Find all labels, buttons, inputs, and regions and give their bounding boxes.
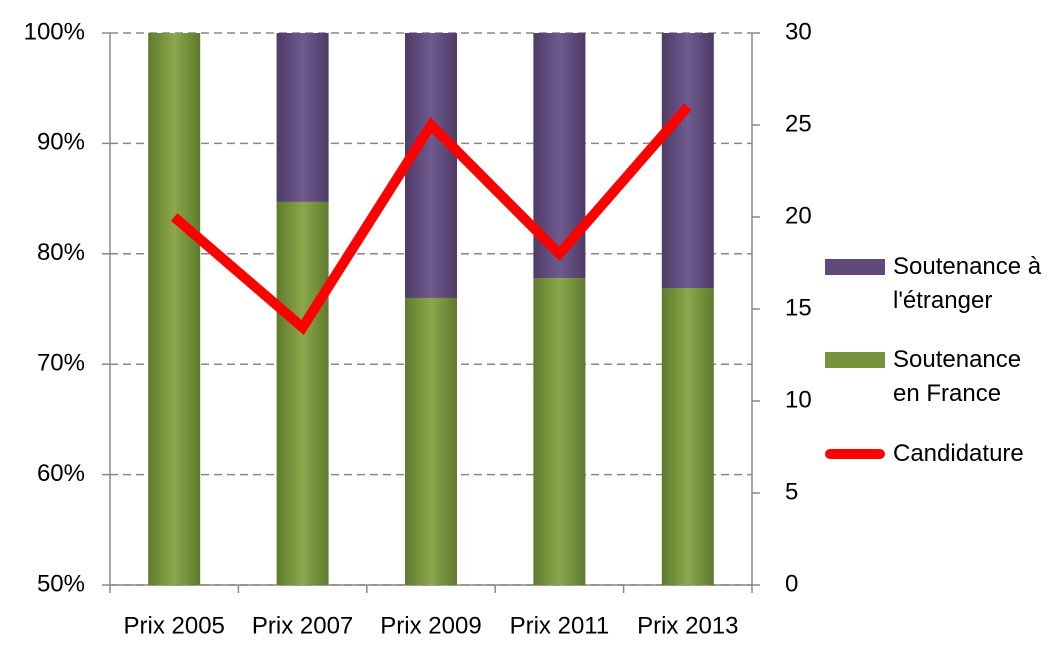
legend-item: Soutenance en France xyxy=(825,343,1052,411)
y-tick-label: 60% xyxy=(37,460,85,487)
bar xyxy=(276,33,329,202)
y2-tick-label: 25 xyxy=(785,110,812,137)
x-tick-label: Prix 2007 xyxy=(252,612,353,639)
y-tick-label: 80% xyxy=(37,239,85,266)
bar xyxy=(276,201,329,586)
legend-item: Soutenance à l'étranger xyxy=(825,250,1052,318)
bar xyxy=(661,33,714,289)
bar xyxy=(533,278,586,585)
bar xyxy=(405,297,457,585)
bar xyxy=(661,288,714,585)
bar xyxy=(405,33,457,298)
legend-label: Soutenance en France xyxy=(893,346,1022,407)
y2-tick-label: 0 xyxy=(785,570,798,597)
legend-swatch xyxy=(825,259,885,275)
y-tick-label: 70% xyxy=(37,350,85,377)
line xyxy=(170,103,692,335)
x-tick-label: Prix 2005 xyxy=(124,612,225,639)
y-tick-label: 50% xyxy=(37,570,85,597)
y2-tick-label: 10 xyxy=(785,386,812,413)
y2-tick-label: 15 xyxy=(785,294,812,321)
y-tick-label: 100% xyxy=(24,18,85,45)
legend-label: Soutenance à l'étranger xyxy=(893,253,1042,314)
y2-tick-label: 20 xyxy=(785,202,812,229)
legend-item: Candidature xyxy=(825,437,1052,471)
y2-tick-label: 30 xyxy=(785,18,812,45)
y-tick-label: 90% xyxy=(37,129,85,156)
x-tick-label: Prix 2011 xyxy=(510,612,610,639)
y2-tick-label: 5 xyxy=(785,478,798,505)
x-tick-label: Prix 2009 xyxy=(380,612,481,639)
legend-swatch xyxy=(825,352,885,368)
bar xyxy=(148,33,201,585)
legend-label: Candidature xyxy=(893,440,1024,467)
x-tick-label: Prix 2013 xyxy=(637,612,738,639)
legend-swatch xyxy=(825,449,885,459)
